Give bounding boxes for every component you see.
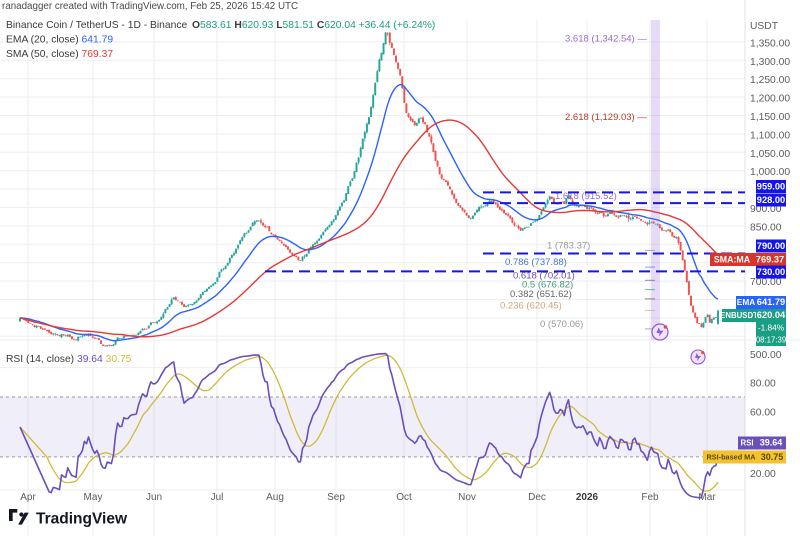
svg-text:Nov: Nov: [458, 492, 476, 503]
svg-text:1,350.00: 1,350.00: [750, 38, 790, 49]
svg-text:1,150.00: 1,150.00: [750, 112, 790, 123]
svg-text:ranadagger created with Tradin: ranadagger created with TradingView.com,…: [2, 1, 298, 12]
svg-text:USDT: USDT: [750, 21, 779, 32]
svg-text:EMA: EMA: [737, 297, 755, 307]
svg-text:1,050.00: 1,050.00: [750, 149, 790, 160]
svg-text:730.00: 730.00: [757, 267, 785, 277]
svg-text:Jun: Jun: [146, 492, 162, 503]
svg-text:20.00: 20.00: [750, 469, 776, 480]
svg-text:959.00: 959.00: [757, 181, 785, 191]
svg-text:850.00: 850.00: [750, 222, 782, 233]
svg-text:Dec: Dec: [528, 492, 546, 503]
svg-text:1,100.00: 1,100.00: [750, 130, 790, 141]
svg-text:1,200.00: 1,200.00: [750, 94, 790, 105]
svg-text:Oct: Oct: [396, 492, 412, 503]
svg-text:500.00: 500.00: [750, 350, 782, 361]
svg-text:Jul: Jul: [211, 492, 224, 503]
svg-text:0.382 (651.62): 0.382 (651.62): [510, 289, 572, 300]
svg-text:0 (570.06): 0 (570.06): [540, 319, 583, 330]
svg-text:08:17:39: 08:17:39: [756, 336, 786, 345]
svg-text:80.00: 80.00: [750, 379, 776, 390]
svg-text:-1.84%: -1.84%: [758, 323, 785, 333]
svg-text:2.618 (1,129.03) —: 2.618 (1,129.03) —: [565, 112, 647, 123]
svg-text:O583.61 H620.93 L581.51 C62: O583.61 H620.93 L581.51 C620.04 +36.44 (…: [192, 20, 435, 31]
svg-text:Mar: Mar: [698, 492, 716, 503]
svg-text:1,000.00: 1,000.00: [750, 167, 790, 178]
svg-text:2026: 2026: [576, 492, 599, 503]
svg-text:EMA (20, close) 641.79: EMA (20, close) 641.79: [6, 35, 113, 46]
svg-text:0.786 (737.88): 0.786 (737.88): [505, 257, 567, 268]
svg-text:SMA (50, close) 769.37: SMA (50, close) 769.37: [6, 49, 113, 60]
svg-text:1 (783.37): 1 (783.37): [547, 240, 590, 251]
svg-text:Aug: Aug: [266, 492, 284, 503]
svg-text:RSI (14, close) 39.64 30.75: RSI (14, close) 39.64 30.75: [6, 354, 132, 365]
svg-text:ENBUSDT: ENBUSDT: [720, 311, 758, 320]
svg-text:3.618 (1,342.54) —: 3.618 (1,342.54) —: [565, 34, 647, 45]
svg-text:Sep: Sep: [327, 492, 345, 503]
svg-text:620.04: 620.04: [757, 310, 786, 320]
svg-text:60.00: 60.00: [750, 408, 776, 419]
svg-text:RSI-based MA: RSI-based MA: [706, 453, 756, 462]
svg-text:RSI: RSI: [741, 439, 754, 448]
svg-text:1,250.00: 1,250.00: [750, 75, 790, 86]
svg-text:May: May: [84, 492, 103, 503]
svg-text:Binance Coin / TetherUS - 1D -: Binance Coin / TetherUS - 1D - Binance: [6, 20, 188, 31]
svg-text:TradingView: TradingView: [36, 511, 128, 528]
svg-text:Apr: Apr: [20, 492, 36, 503]
svg-text:39.64: 39.64: [760, 438, 783, 448]
svg-text:Feb: Feb: [641, 492, 659, 503]
svg-text:928.00: 928.00: [757, 195, 785, 205]
svg-text:1,300.00: 1,300.00: [750, 57, 790, 68]
svg-text:30.75: 30.75: [761, 452, 784, 462]
svg-text:0.236 (620.45): 0.236 (620.45): [500, 300, 562, 311]
svg-text:641.79: 641.79: [757, 297, 785, 307]
svg-text:769.37: 769.37: [756, 254, 784, 264]
svg-text:790.00: 790.00: [757, 241, 785, 251]
svg-text:SMA:MA: SMA:MA: [714, 254, 751, 264]
